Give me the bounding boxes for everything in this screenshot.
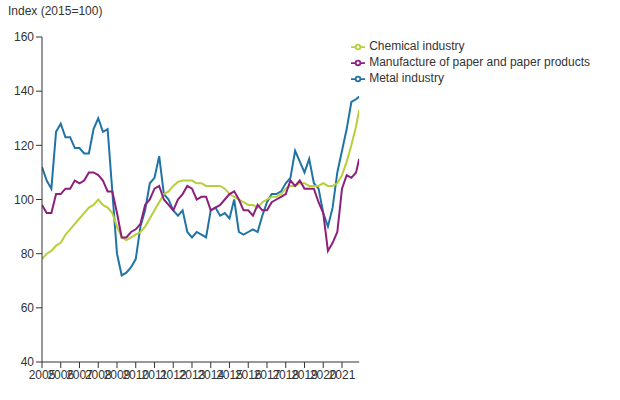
svg-text:120: 120 bbox=[14, 139, 34, 153]
svg-text:160: 160 bbox=[14, 30, 34, 44]
html-text:Index (2015=100): Index (2015=100) bbox=[8, 4, 103, 18]
svg-text:2009: 2009 bbox=[103, 367, 131, 382]
svg-text:100: 100 bbox=[14, 193, 34, 207]
html-text:Manufacture of paper and paper: Manufacture of paper and paper products bbox=[369, 55, 590, 69]
svg-text:2013: 2013 bbox=[178, 367, 206, 382]
svg-text:80: 80 bbox=[21, 247, 35, 261]
svg-text:2017: 2017 bbox=[253, 367, 281, 382]
svg-text:2008: 2008 bbox=[84, 367, 112, 382]
svg-text:2021: 2021 bbox=[329, 368, 356, 382]
svg-text:2014: 2014 bbox=[197, 367, 225, 382]
svg-text:60: 60 bbox=[21, 301, 35, 315]
svg-text:2015: 2015 bbox=[216, 367, 243, 382]
svg-text:2012: 2012 bbox=[159, 367, 187, 382]
svg-text:2019: 2019 bbox=[291, 367, 318, 382]
svg-text:140: 140 bbox=[14, 84, 34, 98]
html-text:Metal industry: Metal industry bbox=[369, 71, 444, 85]
svg-text:2020: 2020 bbox=[309, 367, 337, 382]
html-text:Chemical industry: Chemical industry bbox=[369, 39, 465, 53]
svg-text:2007: 2007 bbox=[66, 367, 93, 382]
svg-text:2010: 2010 bbox=[122, 367, 150, 382]
svg-text:2011: 2011 bbox=[141, 367, 168, 382]
svg-text:2005: 2005 bbox=[28, 367, 56, 382]
svg-text:2018: 2018 bbox=[272, 367, 300, 382]
svg-text:2006: 2006 bbox=[47, 367, 75, 382]
svg-text:2016: 2016 bbox=[234, 367, 262, 382]
svg-text:40: 40 bbox=[21, 355, 35, 369]
